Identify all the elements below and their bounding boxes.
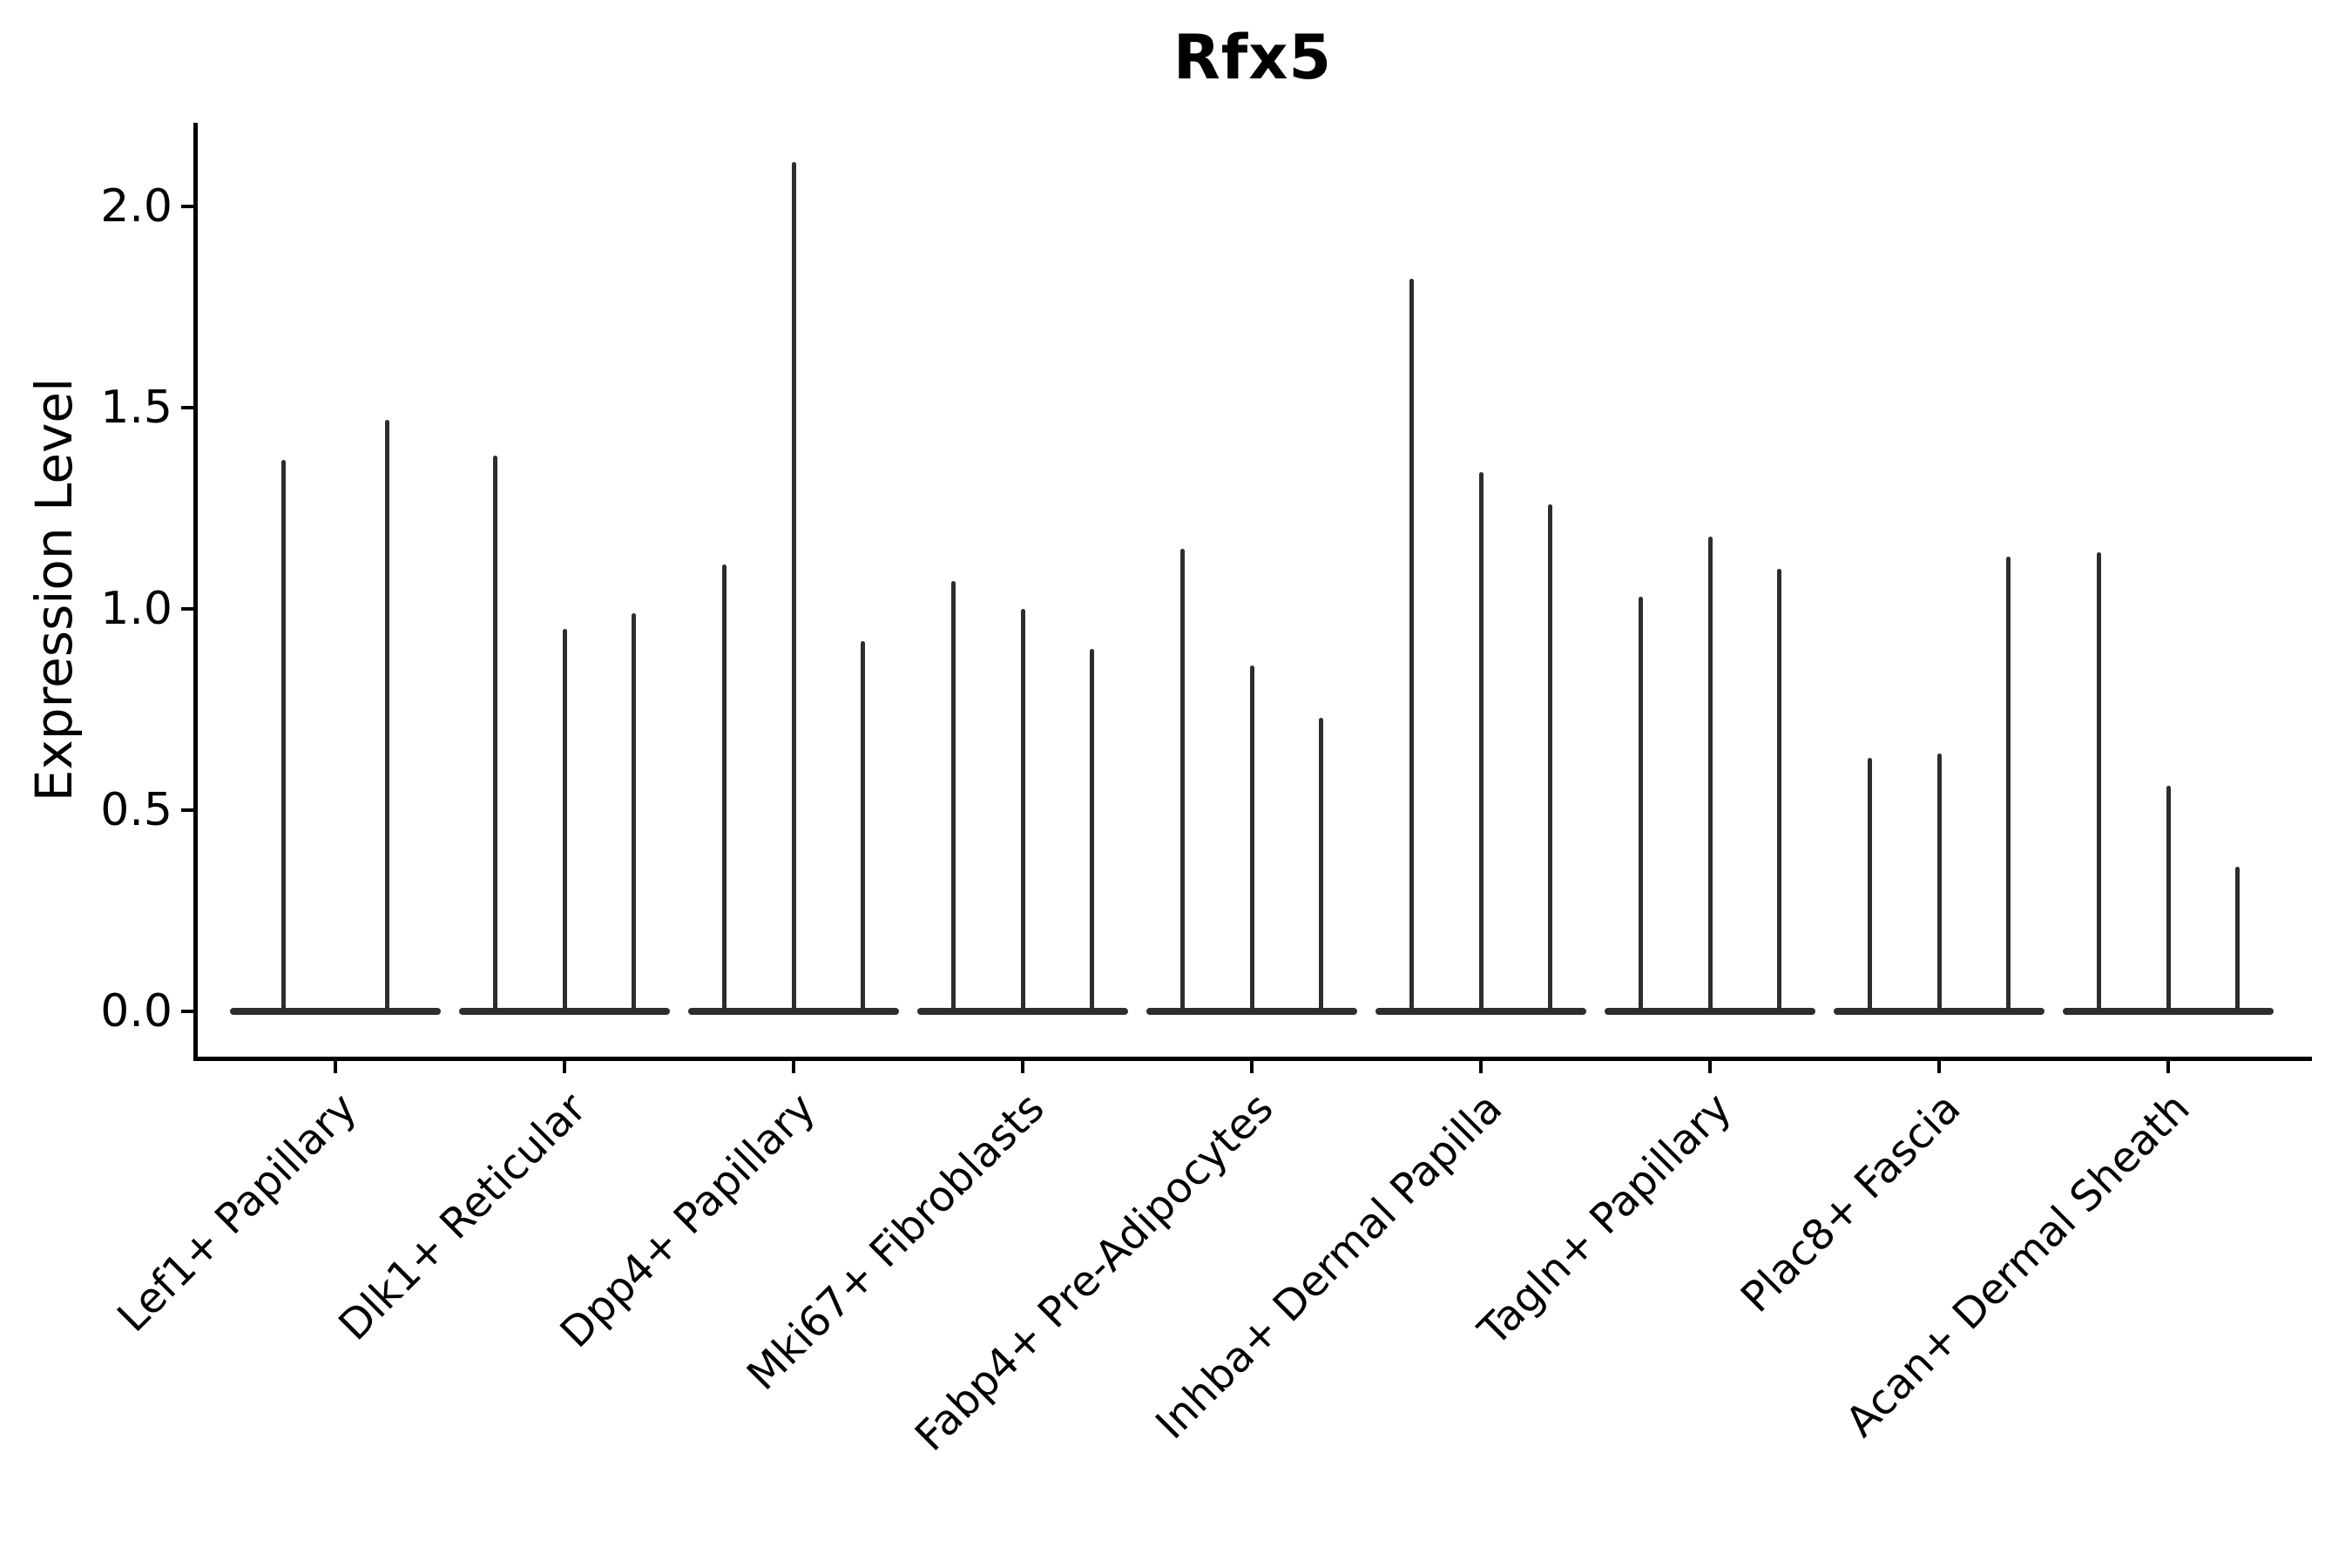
violin-spike bbox=[1707, 536, 1713, 1013]
y-tick-label: 0.0 bbox=[100, 985, 172, 1037]
violin-spike bbox=[1180, 548, 1186, 1013]
y-tick-label: 0.5 bbox=[100, 784, 172, 836]
x-tick-mark bbox=[563, 1061, 566, 1073]
violin-spike bbox=[1547, 504, 1552, 1013]
chart-title: Rfx5 bbox=[1173, 22, 1333, 93]
y-tick-mark bbox=[181, 205, 193, 208]
violin-spike bbox=[1936, 754, 1942, 1013]
violin-spike bbox=[2097, 552, 2102, 1013]
x-axis-spine bbox=[193, 1057, 2312, 1061]
x-tick-mark bbox=[1021, 1061, 1024, 1073]
y-tick-label: 1.5 bbox=[100, 382, 172, 434]
y-tick-mark bbox=[181, 1010, 193, 1013]
violin-spike bbox=[2005, 556, 2011, 1013]
violin-spike bbox=[1249, 665, 1254, 1013]
violin-spike bbox=[281, 460, 286, 1013]
y-tick-label: 1.0 bbox=[100, 583, 172, 635]
violin-spike bbox=[631, 612, 636, 1013]
violin-spike bbox=[1639, 597, 1644, 1013]
violin-spike bbox=[791, 162, 796, 1013]
x-tick-label: Dpp4+ Papillary bbox=[551, 1084, 825, 1358]
violin-spike bbox=[722, 564, 727, 1013]
violin-base bbox=[230, 1008, 441, 1015]
x-tick-mark bbox=[334, 1061, 337, 1073]
violin-spike bbox=[1089, 649, 1094, 1013]
violin-spike bbox=[1478, 471, 1484, 1013]
violin-spike bbox=[493, 456, 498, 1013]
violin-spike bbox=[1868, 757, 1873, 1013]
x-tick-label: Dlk1+ Reticular bbox=[328, 1084, 596, 1350]
violin-spike bbox=[1776, 568, 1781, 1013]
x-tick-mark bbox=[792, 1061, 795, 1073]
y-axis-label: Expression Level bbox=[24, 377, 84, 802]
violin-spike bbox=[2234, 866, 2240, 1013]
x-tick-mark bbox=[1708, 1061, 1712, 1073]
violin-spike bbox=[951, 580, 956, 1013]
violin-spike bbox=[562, 629, 567, 1013]
y-tick-mark bbox=[181, 406, 193, 409]
y-tick-mark bbox=[181, 808, 193, 812]
violin-spike bbox=[385, 419, 389, 1013]
x-tick-mark bbox=[1250, 1061, 1254, 1073]
violin-spike bbox=[1020, 609, 1025, 1013]
violin-spike bbox=[860, 640, 865, 1013]
x-tick-mark bbox=[2166, 1061, 2170, 1073]
y-tick-mark bbox=[181, 607, 193, 611]
x-tick-label: Tagln+ Papillary bbox=[1469, 1084, 1741, 1355]
violin-spike bbox=[2166, 786, 2171, 1013]
x-tick-mark bbox=[1937, 1061, 1941, 1073]
violin-spike bbox=[1409, 279, 1415, 1013]
x-tick-label: Plac8+ Fascia bbox=[1732, 1084, 1970, 1322]
y-axis-spine bbox=[193, 123, 198, 1061]
x-tick-label: Lef1+ Papillary bbox=[108, 1084, 367, 1342]
violin-spike bbox=[1318, 717, 1323, 1013]
y-tick-label: 2.0 bbox=[100, 180, 172, 233]
x-tick-mark bbox=[1479, 1061, 1483, 1073]
